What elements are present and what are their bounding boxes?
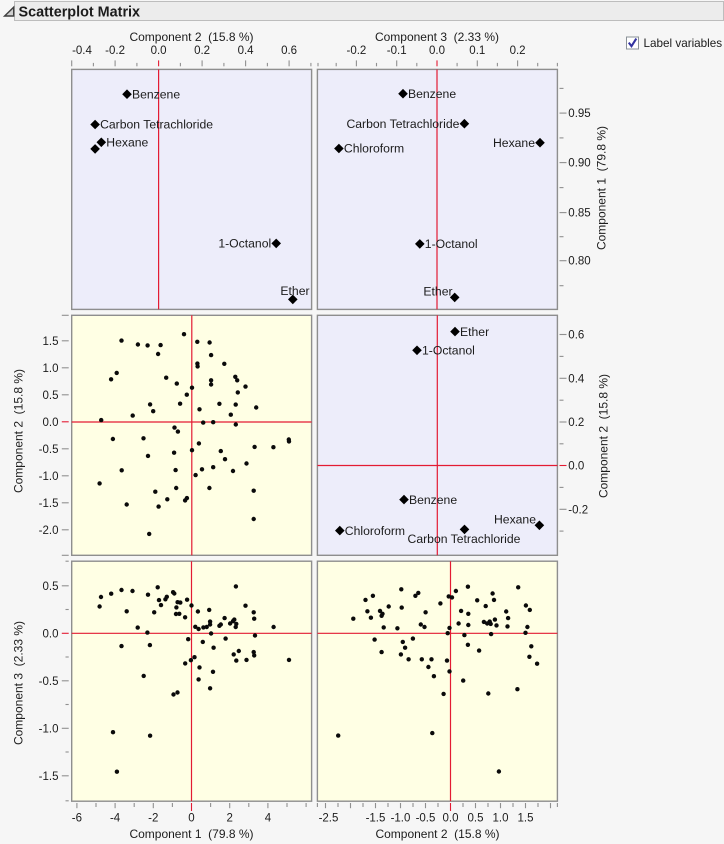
svg-text:1-Octanol: 1-Octanol [218,237,271,251]
svg-text:-0.1: -0.1 [387,45,407,57]
svg-text:-2.5: -2.5 [319,812,339,824]
svg-text:Component 3 (2.33 %): Component 3 (2.33 %) [375,30,499,44]
svg-text:2: 2 [226,812,232,824]
svg-text:-1.0: -1.0 [39,723,59,735]
svg-text:0.5: 0.5 [43,581,59,593]
svg-text:Benzene: Benzene [132,87,180,101]
svg-text:Chloroform: Chloroform [344,142,404,156]
svg-text:Label variables: Label variables [644,37,723,50]
svg-text:0.0: 0.0 [43,628,59,640]
svg-text:0.0: 0.0 [568,461,584,473]
svg-text:-1.5: -1.5 [366,812,386,824]
svg-text:Benzene: Benzene [408,87,456,101]
svg-text:0.5: 0.5 [468,812,484,824]
svg-text:1-Octanol: 1-Octanol [425,237,478,251]
svg-text:-2.0: -2.0 [39,525,59,537]
svg-text:0.6: 0.6 [568,330,584,342]
svg-text:0.80: 0.80 [568,256,590,268]
svg-text:-0.2: -0.2 [105,45,125,57]
svg-text:0.2: 0.2 [568,417,584,429]
svg-text:Hexane: Hexane [493,136,535,150]
svg-text:-0.2: -0.2 [346,45,366,57]
svg-text:0.90: 0.90 [568,158,590,170]
svg-text:1.5: 1.5 [518,812,534,824]
svg-text:0.5: 0.5 [43,390,59,402]
svg-text:Component 2 (15.8 %): Component 2 (15.8 %) [597,374,611,498]
svg-text:0.6: 0.6 [281,45,297,57]
svg-text:0.0: 0.0 [151,45,167,57]
svg-text:-4: -4 [110,812,121,824]
svg-text:-0.2: -0.2 [568,504,588,516]
svg-text:Component 1 (79.8 %): Component 1 (79.8 %) [129,827,253,841]
svg-text:Hexane: Hexane [494,512,536,526]
svg-text:1.5: 1.5 [43,336,59,348]
svg-text:Ether: Ether [423,285,452,299]
svg-text:1.0: 1.0 [43,363,59,375]
svg-text:-1.0: -1.0 [391,812,411,824]
svg-text:-0.4: -0.4 [72,45,92,57]
svg-text:-0.5: -0.5 [416,812,436,824]
svg-text:Hexane: Hexane [106,136,148,150]
svg-text:Component 2 (15.8 %): Component 2 (15.8 %) [129,30,253,44]
svg-text:0.1: 0.1 [469,45,485,57]
svg-text:0.4: 0.4 [238,45,255,57]
svg-text:-6: -6 [72,812,82,824]
svg-text:1.0: 1.0 [493,812,509,824]
svg-text:Carbon Tetrachloride: Carbon Tetrachloride [100,118,213,132]
svg-text:-1.5: -1.5 [39,498,59,510]
svg-text:-0.5: -0.5 [39,676,59,688]
svg-text:Component 2 (15.8 %): Component 2 (15.8 %) [12,369,26,493]
svg-text:0.0: 0.0 [43,417,59,429]
svg-text:0.4: 0.4 [568,373,585,385]
svg-text:-0.5: -0.5 [39,444,59,456]
svg-text:0.0: 0.0 [443,812,459,824]
svg-text:Ether: Ether [460,325,489,339]
svg-text:0.2: 0.2 [510,45,526,57]
svg-text:0.95: 0.95 [568,108,590,120]
svg-text:0.2: 0.2 [194,45,210,57]
svg-text:-1.5: -1.5 [39,771,59,783]
svg-text:Scatterplot Matrix: Scatterplot Matrix [19,4,141,20]
svg-text:Ether: Ether [280,284,309,298]
svg-text:1-Octanol: 1-Octanol [422,344,475,358]
svg-text:-1.0: -1.0 [39,471,59,483]
svg-text:0: 0 [188,812,194,824]
svg-text:-2: -2 [148,812,158,824]
svg-text:0.0: 0.0 [429,45,445,57]
svg-text:Component 3 (2.33 %): Component 3 (2.33 %) [12,621,26,745]
svg-text:Chloroform: Chloroform [345,524,405,538]
svg-text:Component 1 (79.8 %): Component 1 (79.8 %) [595,126,609,250]
svg-text:Carbon Tetrachloride: Carbon Tetrachloride [408,532,521,546]
svg-text:Benzene: Benzene [409,493,457,507]
svg-text:4: 4 [265,812,272,824]
svg-text:Carbon Tetrachloride: Carbon Tetrachloride [346,117,459,131]
svg-text:0.85: 0.85 [568,208,590,220]
svg-text:Component 2 (15.8 %): Component 2 (15.8 %) [375,827,499,841]
